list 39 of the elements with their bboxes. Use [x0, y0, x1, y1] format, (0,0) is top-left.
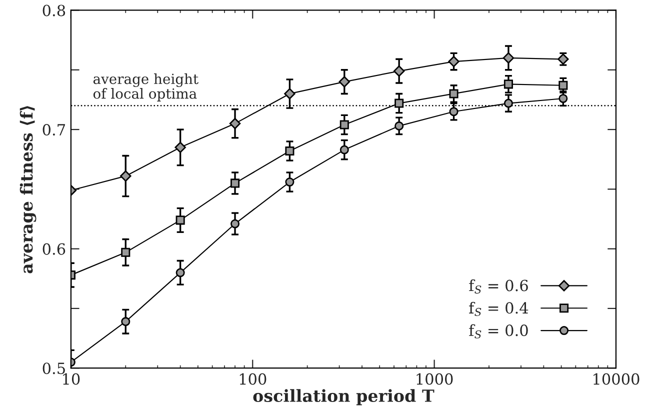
point: [229, 118, 241, 130]
point: [449, 107, 458, 116]
point: [176, 268, 185, 278]
point: [448, 56, 460, 68]
x-tick-label: 100: [240, 373, 266, 385]
point: [338, 76, 350, 88]
point: [174, 142, 186, 154]
point: [285, 177, 294, 187]
x-tick-label: 1000: [416, 373, 453, 385]
point: [394, 121, 404, 130]
point: [449, 89, 458, 98]
y-axis-title: average fitness ⟨f⟩: [20, 106, 36, 274]
x-axis-title: oscillation period T: [253, 389, 434, 406]
y-tick-label: 0.5: [42, 362, 65, 374]
legend-label: f$_{S}$ = 0.0: [469, 324, 528, 338]
point: [504, 80, 513, 89]
point: [230, 219, 240, 228]
point: [558, 80, 568, 90]
point: [340, 120, 349, 130]
point: [230, 178, 240, 188]
ref-line-label: average height of local optima: [93, 73, 198, 102]
point: [394, 98, 404, 108]
point: [504, 98, 513, 108]
legend-label: f$_{S}$ = 0.4: [469, 302, 528, 316]
point: [285, 146, 294, 156]
x-tick-label: 10: [63, 373, 80, 385]
y-tick-label: 0.7: [42, 124, 65, 136]
y-tick-label: 0.8: [42, 4, 66, 16]
point: [121, 248, 130, 257]
point: [176, 216, 185, 225]
point: [340, 145, 349, 154]
y-tick-label: 0.6: [42, 243, 66, 255]
point: [121, 317, 130, 326]
x-tick-label: 10000: [594, 373, 640, 385]
point: [502, 52, 514, 64]
point: [120, 170, 132, 182]
point: [393, 65, 405, 77]
legend-label: f$_{S}$ = 0.6: [469, 279, 528, 294]
point: [284, 88, 296, 100]
